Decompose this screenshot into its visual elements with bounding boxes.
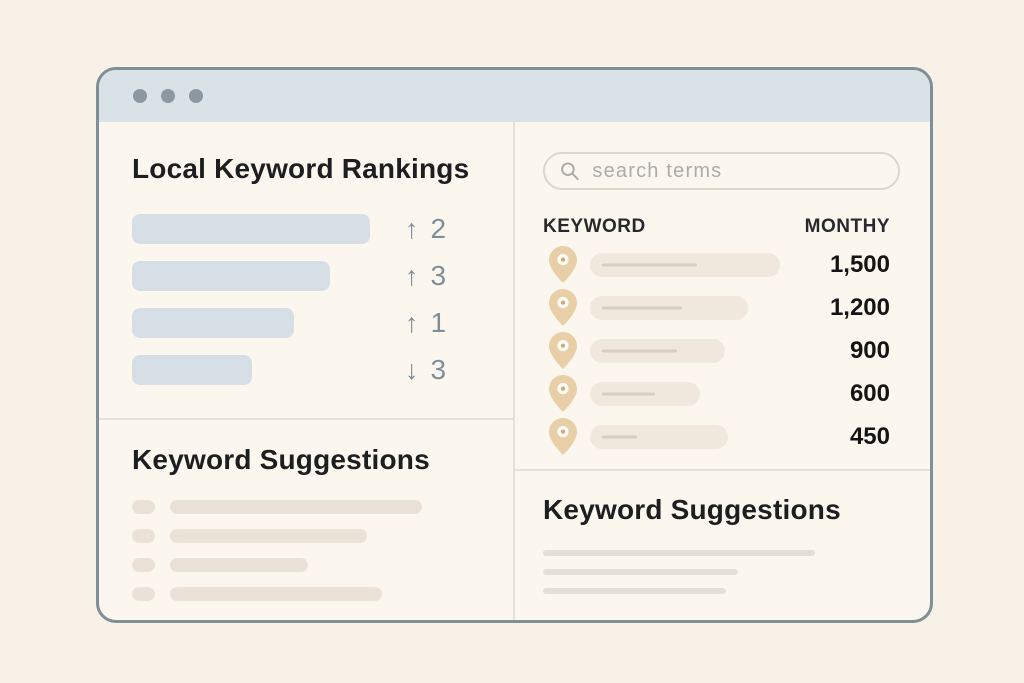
keyword-skeleton-bar <box>590 381 700 406</box>
skeleton-inner-line <box>602 392 655 395</box>
suggestion-text-skeleton <box>170 558 308 572</box>
keyword-skeleton-bar <box>590 424 728 449</box>
keyword-table-row: 900 <box>543 329 900 372</box>
rank-trend: ↑ 1 <box>405 307 447 338</box>
suggestions-left-list <box>132 500 513 601</box>
location-pin-icon <box>549 375 577 412</box>
suggestion-row <box>132 558 513 572</box>
ranking-row: ↑ 1 <box>132 307 513 338</box>
skeleton-inner-line <box>602 263 697 266</box>
suggestion-bullet-skeleton <box>132 587 155 601</box>
keyword-table-header: KEYWORD MONTHY <box>543 216 900 238</box>
monthly-volume-value: 1,500 <box>829 250 890 278</box>
suggestions-right-list <box>543 550 930 594</box>
suggestion-line-skeleton <box>543 550 815 556</box>
location-pin-icon <box>549 246 577 283</box>
search-input[interactable] <box>590 158 884 184</box>
ranking-row: ↑ 2 <box>132 213 513 244</box>
column-header-keyword: KEYWORD <box>543 216 646 237</box>
keyword-skeleton-bar <box>590 295 748 320</box>
keyword-table-panel: KEYWORD MONTHY 1,500 1,200 900 600 450 <box>515 122 930 471</box>
suggestion-text-skeleton <box>170 587 382 601</box>
column-header-monthly: MONTHY <box>804 216 890 237</box>
keyword-skeleton-bar <box>132 214 370 244</box>
suggestions-right-title: Keyword Suggestions <box>543 494 841 525</box>
rank-change-value: 3 <box>430 354 447 385</box>
rank-change-value: 1 <box>430 307 447 338</box>
rank-trend: ↑ 2 <box>405 213 447 244</box>
suggestion-bullet-skeleton <box>132 558 155 572</box>
suggestion-bullet-skeleton <box>132 500 155 514</box>
rankings-title: Local Keyword Rankings <box>132 153 470 184</box>
keyword-table-row: 600 <box>543 372 900 415</box>
keyword-skeleton-bar <box>590 252 780 277</box>
down-arrow-icon: ↓ <box>405 354 419 385</box>
location-pin-icon <box>549 418 577 455</box>
keyword-skeleton-bar <box>132 261 330 291</box>
skeleton-inner-line <box>602 435 637 438</box>
left-column: Local Keyword Rankings ↑ 2 ↑ 3 ↑ 1 ↓ 3 Keyword … <box>99 122 515 620</box>
monthly-volume-value: 1,200 <box>829 293 890 321</box>
keyword-suggestions-panel-right: Keyword Suggestions <box>515 471 930 620</box>
keyword-table-row: 450 <box>543 415 900 458</box>
skeleton-inner-line <box>602 349 677 352</box>
monthly-volume-value: 450 <box>849 422 890 450</box>
keyword-table-row: 1,200 <box>543 286 900 329</box>
suggestion-text-skeleton <box>170 500 422 514</box>
keyword-skeleton-bar <box>590 338 725 363</box>
window-control-dot[interactable] <box>133 89 147 103</box>
skeleton-inner-line <box>602 306 682 309</box>
suggestion-row <box>132 529 513 543</box>
location-pin-icon <box>549 289 577 326</box>
up-arrow-icon: ↑ <box>405 260 419 291</box>
suggestion-row <box>132 587 513 601</box>
keyword-skeleton-bar <box>132 308 294 338</box>
rank-change-value: 2 <box>430 213 447 244</box>
keyword-table-body: 1,500 1,200 900 600 450 <box>543 243 900 458</box>
monthly-volume-value: 600 <box>849 379 890 407</box>
window-content: Local Keyword Rankings ↑ 2 ↑ 3 ↑ 1 ↓ 3 Keyword … <box>99 122 930 620</box>
rank-change-value: 3 <box>430 260 447 291</box>
keyword-skeleton-bar <box>132 355 252 385</box>
suggestion-text-skeleton <box>170 529 367 543</box>
rank-trend: ↓ 3 <box>405 354 447 385</box>
up-arrow-icon: ↑ <box>405 213 419 244</box>
keyword-table-row: 1,500 <box>543 243 900 286</box>
suggestions-left-title: Keyword Suggestions <box>132 444 430 475</box>
window-control-dot[interactable] <box>161 89 175 103</box>
suggestion-row <box>132 500 513 514</box>
ranking-row: ↑ 3 <box>132 260 513 291</box>
suggestion-line-skeleton <box>543 569 738 575</box>
search-icon <box>561 162 579 181</box>
rank-trend: ↑ 3 <box>405 260 447 291</box>
local-keyword-rankings-panel: Local Keyword Rankings ↑ 2 ↑ 3 ↑ 1 ↓ 3 <box>99 122 513 420</box>
keyword-suggestions-panel-left: Keyword Suggestions <box>99 420 513 620</box>
browser-window: Local Keyword Rankings ↑ 2 ↑ 3 ↑ 1 ↓ 3 Keyword … <box>96 67 933 623</box>
up-arrow-icon: ↑ <box>405 307 419 338</box>
search-box[interactable] <box>543 152 900 190</box>
rankings-list: ↑ 2 ↑ 3 ↑ 1 ↓ 3 <box>132 213 513 385</box>
window-control-dot[interactable] <box>189 89 203 103</box>
location-pin-icon <box>549 332 577 369</box>
window-titlebar <box>99 70 930 122</box>
right-column: KEYWORD MONTHY 1,500 1,200 900 600 450 K… <box>515 122 930 620</box>
suggestion-bullet-skeleton <box>132 529 155 543</box>
monthly-volume-value: 900 <box>849 336 890 364</box>
ranking-row: ↓ 3 <box>132 354 513 385</box>
suggestion-line-skeleton <box>543 588 726 594</box>
